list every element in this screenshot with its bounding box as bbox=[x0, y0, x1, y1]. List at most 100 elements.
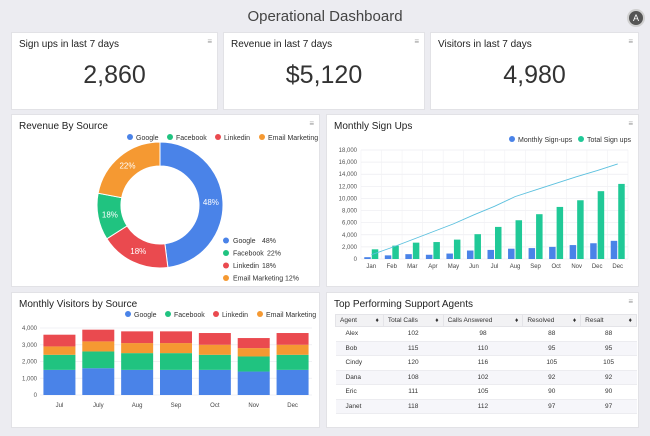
menu-icon[interactable]: ≡ bbox=[309, 119, 314, 128]
monthly-signups-chart: Monthly Sign-ups Total Sign ups 0 2,000 4,00… bbox=[339, 136, 631, 270]
bar-monthly-signups bbox=[590, 243, 597, 259]
monthly-visitors-card: Monthly Visitors by Source Google Faceboo… bbox=[11, 292, 320, 428]
bar-monthly-signups bbox=[508, 248, 515, 259]
sort-icon: ♦ bbox=[435, 317, 439, 324]
kpi-value: 4,980 bbox=[503, 61, 566, 89]
y-tick-label: 0 bbox=[354, 257, 358, 263]
x-tick-label: Sep bbox=[171, 403, 182, 409]
agents-table: Agent ♦ Total Calls ♦ Calls Answered ♦ Reso… bbox=[335, 314, 637, 414]
legend-label: Google bbox=[233, 238, 256, 245]
y-tick-label: 1,000 bbox=[22, 376, 38, 382]
x-tick-label: Jan bbox=[366, 264, 376, 270]
x-tick-label: Jun bbox=[469, 264, 479, 270]
x-tick-label: Feb bbox=[387, 264, 398, 270]
table-cell: 111 bbox=[383, 384, 444, 400]
table-cell: 98 bbox=[443, 326, 523, 342]
x-tick-label: Oct bbox=[210, 403, 220, 409]
table-cell: 116 bbox=[443, 355, 523, 371]
table-cell: Cindy bbox=[335, 355, 384, 371]
menu-icon[interactable]: ≡ bbox=[628, 119, 633, 128]
table-cell: 108 bbox=[383, 370, 444, 385]
bar-monthly-signups bbox=[466, 250, 474, 259]
bar-segment-linkedin bbox=[237, 338, 270, 349]
bar-segment-facebook bbox=[121, 353, 154, 370]
monthly-visitors-chart: Google Facebook Linkedin Email Marketing 0 1,… bbox=[22, 311, 316, 409]
menu-icon[interactable]: ≡ bbox=[628, 37, 633, 46]
x-tick-label: July bbox=[93, 403, 104, 409]
legend-marker bbox=[223, 275, 229, 281]
legend-marker bbox=[127, 134, 133, 140]
legend-marker bbox=[223, 237, 229, 244]
legend-label: Facebook bbox=[176, 135, 207, 142]
bar-monthly-signups bbox=[405, 254, 412, 259]
legend-label: Email Marketing bbox=[268, 135, 318, 142]
table-cell: 88 bbox=[522, 326, 581, 342]
table-cell: 102 bbox=[383, 326, 444, 342]
bar-total-signups bbox=[392, 245, 399, 259]
bar-total-signups bbox=[371, 249, 379, 259]
table-cell: 90 bbox=[522, 384, 581, 400]
bar-monthly-signups bbox=[528, 248, 536, 259]
column-header-agent[interactable]: Agent ♦ bbox=[335, 314, 384, 327]
y-tick-label: 6,000 bbox=[342, 221, 358, 227]
legend-label: Google bbox=[134, 312, 157, 319]
bar-segment-google bbox=[121, 369, 154, 395]
slice-label: 18% bbox=[130, 247, 146, 256]
bar-segment-linkedin bbox=[276, 333, 309, 345]
bar-segment-google bbox=[160, 369, 192, 395]
column-header-total-calls[interactable]: Total Calls ♦ bbox=[382, 314, 444, 327]
column-header-calls-answered[interactable]: Calls Answered ♦ bbox=[442, 314, 524, 327]
card-title: Monthly Sign Ups bbox=[334, 121, 413, 132]
bar-segment-facebook bbox=[43, 354, 76, 370]
bar-monthly-signups bbox=[364, 257, 371, 259]
x-tick-label: Aug bbox=[510, 264, 521, 270]
table-cell: 105 bbox=[522, 355, 581, 371]
bar-segment-linkedin bbox=[43, 334, 76, 347]
card-title: Monthly Visitors by Source bbox=[19, 299, 138, 310]
bar-segment-google bbox=[276, 369, 309, 395]
menu-icon[interactable]: ≡ bbox=[628, 297, 633, 306]
sort-icon: ♦ bbox=[375, 317, 379, 324]
user-avatar-icon[interactable]: A bbox=[627, 9, 645, 27]
legend-marker bbox=[223, 262, 229, 269]
legend-label: Monthly Sign-ups bbox=[518, 137, 573, 144]
y-tick-label: 18,000 bbox=[339, 148, 358, 154]
bar-segment-google bbox=[43, 369, 76, 395]
slice-label: 48% bbox=[203, 198, 219, 207]
x-tick-label: Dec bbox=[612, 264, 623, 270]
menu-icon[interactable]: ≡ bbox=[414, 37, 419, 46]
card-title: Sign ups in last 7 days bbox=[19, 39, 120, 50]
column-header-resolved[interactable]: Resolved ♦ bbox=[522, 314, 582, 327]
top-agents-card: Top Performing Support Agents ≡ Agent ♦ T… bbox=[326, 292, 639, 428]
menu-icon[interactable]: ≡ bbox=[207, 37, 212, 46]
column-header-resalt[interactable]: Resalt ♦ bbox=[580, 314, 637, 327]
bar-segment-email-marketing bbox=[82, 341, 115, 352]
sort-icon: ♦ bbox=[572, 317, 577, 324]
sort-icon: ♦ bbox=[628, 317, 632, 324]
kpi-value: 2,860 bbox=[83, 61, 146, 89]
slice-label: 22% bbox=[119, 162, 135, 171]
bar-monthly-signups bbox=[569, 245, 577, 259]
table-row: Cindy 120 116 105 105 bbox=[335, 355, 637, 371]
bar-segment-linkedin bbox=[82, 329, 115, 342]
legend-marker bbox=[578, 136, 584, 142]
table-row: Alex 102 98 88 88 bbox=[335, 326, 637, 342]
table-cell: 112 bbox=[443, 399, 523, 414]
legend-label: Google bbox=[136, 135, 159, 142]
table-cell: Alex bbox=[335, 326, 384, 342]
bar-monthly-signups bbox=[384, 255, 392, 259]
x-tick-label: Sep bbox=[530, 264, 541, 270]
x-tick-label: Jul bbox=[491, 264, 499, 270]
revenue-donut-chart: Google Facebook Linkedin Email Marketing 48%… bbox=[96, 134, 318, 283]
table-cell: 97 bbox=[522, 399, 581, 414]
bar-segment-email-marketing bbox=[43, 346, 76, 355]
legend-label: Linkedin bbox=[222, 312, 248, 319]
page-title: Operational Dashboard bbox=[247, 8, 403, 25]
bar-total-signups bbox=[618, 183, 625, 259]
card-title: Revenue By Source bbox=[19, 121, 108, 132]
bar-total-signups bbox=[453, 239, 461, 259]
card-title: Visitors in last 7 days bbox=[438, 39, 532, 50]
bar-total-signups bbox=[474, 234, 481, 259]
bar-segment-linkedin bbox=[160, 331, 192, 344]
table-cell: Eric bbox=[335, 384, 384, 400]
